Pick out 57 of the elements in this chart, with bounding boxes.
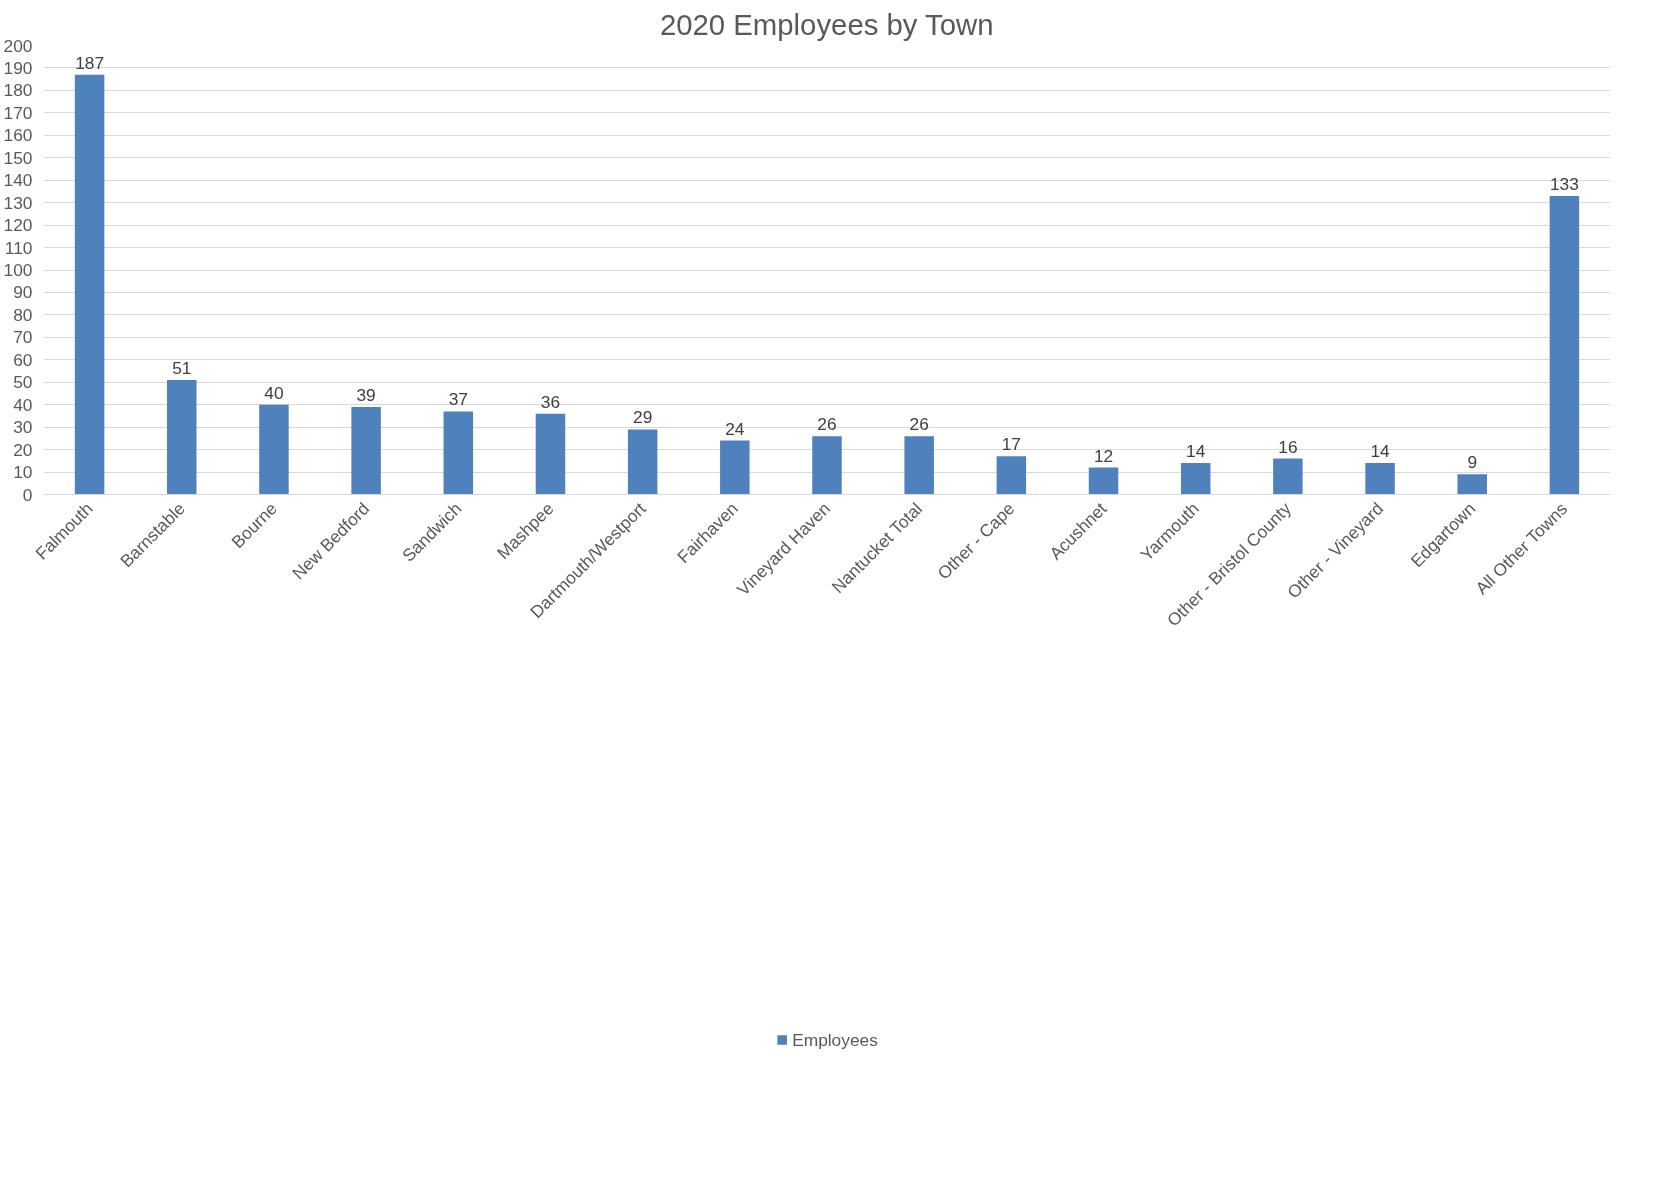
y-tick-label: 90 [13, 282, 33, 303]
y-tick-label: 50 [13, 372, 33, 393]
y-tick-label: 200 [3, 35, 33, 56]
bar [535, 413, 566, 495]
y-tick-label: 60 [13, 349, 33, 370]
data-label: 39 [356, 384, 376, 405]
bar [167, 380, 197, 495]
data-label: 14 [1186, 441, 1206, 462]
legend-label: Employees [792, 1029, 878, 1051]
data-label: 12 [1093, 445, 1114, 466]
y-tick-label: 20 [13, 439, 33, 460]
data-label: 14 [1370, 441, 1391, 462]
y-tick-label: 0 [22, 484, 33, 505]
y-tick-label: 10 [13, 462, 33, 483]
data-label: 16 [1278, 436, 1298, 457]
y-tick-label: 110 [4, 237, 33, 258]
y-tick-label: 170 [3, 102, 33, 123]
bar [720, 440, 750, 495]
y-tick-label: 120 [3, 215, 33, 236]
bar [1457, 474, 1487, 495]
data-label: 24 [725, 418, 745, 439]
y-tick-label: 80 [13, 304, 33, 325]
chart-title: 2020 Employees by Town [659, 7, 994, 41]
y-tick-label: 30 [13, 417, 33, 438]
y-tick-label: 180 [3, 80, 33, 101]
bar [443, 411, 474, 495]
data-label: 40 [264, 382, 284, 403]
bar [1088, 467, 1119, 495]
y-tick-label: 140 [3, 170, 33, 191]
bar [1273, 458, 1303, 495]
data-label: 51 [172, 358, 192, 379]
data-label: 26 [909, 414, 929, 435]
data-label: 133 [1549, 173, 1579, 194]
y-tick-label: 190 [3, 57, 33, 78]
bar [351, 406, 381, 495]
data-label: 187 [75, 52, 105, 73]
bar [1549, 195, 1580, 495]
bar [904, 436, 934, 495]
y-tick-label: 70 [13, 327, 33, 348]
data-label: 36 [540, 391, 561, 412]
y-tick-label: 150 [3, 147, 33, 168]
bar [812, 436, 842, 495]
data-label: 9 [1467, 452, 1478, 473]
bar [74, 74, 105, 495]
y-tick-label: 100 [3, 260, 33, 280]
bar [259, 404, 289, 495]
bar [1180, 463, 1211, 495]
bar [627, 429, 658, 495]
data-label: 29 [633, 407, 653, 428]
bar [1365, 463, 1395, 495]
y-tick-label: 160 [3, 125, 33, 146]
bar [996, 456, 1027, 495]
data-label: 17 [1001, 434, 1021, 455]
y-tick-label: 130 [3, 192, 33, 213]
data-label: 26 [817, 414, 837, 435]
data-label: 37 [448, 389, 468, 410]
y-tick-label: 40 [13, 394, 33, 415]
